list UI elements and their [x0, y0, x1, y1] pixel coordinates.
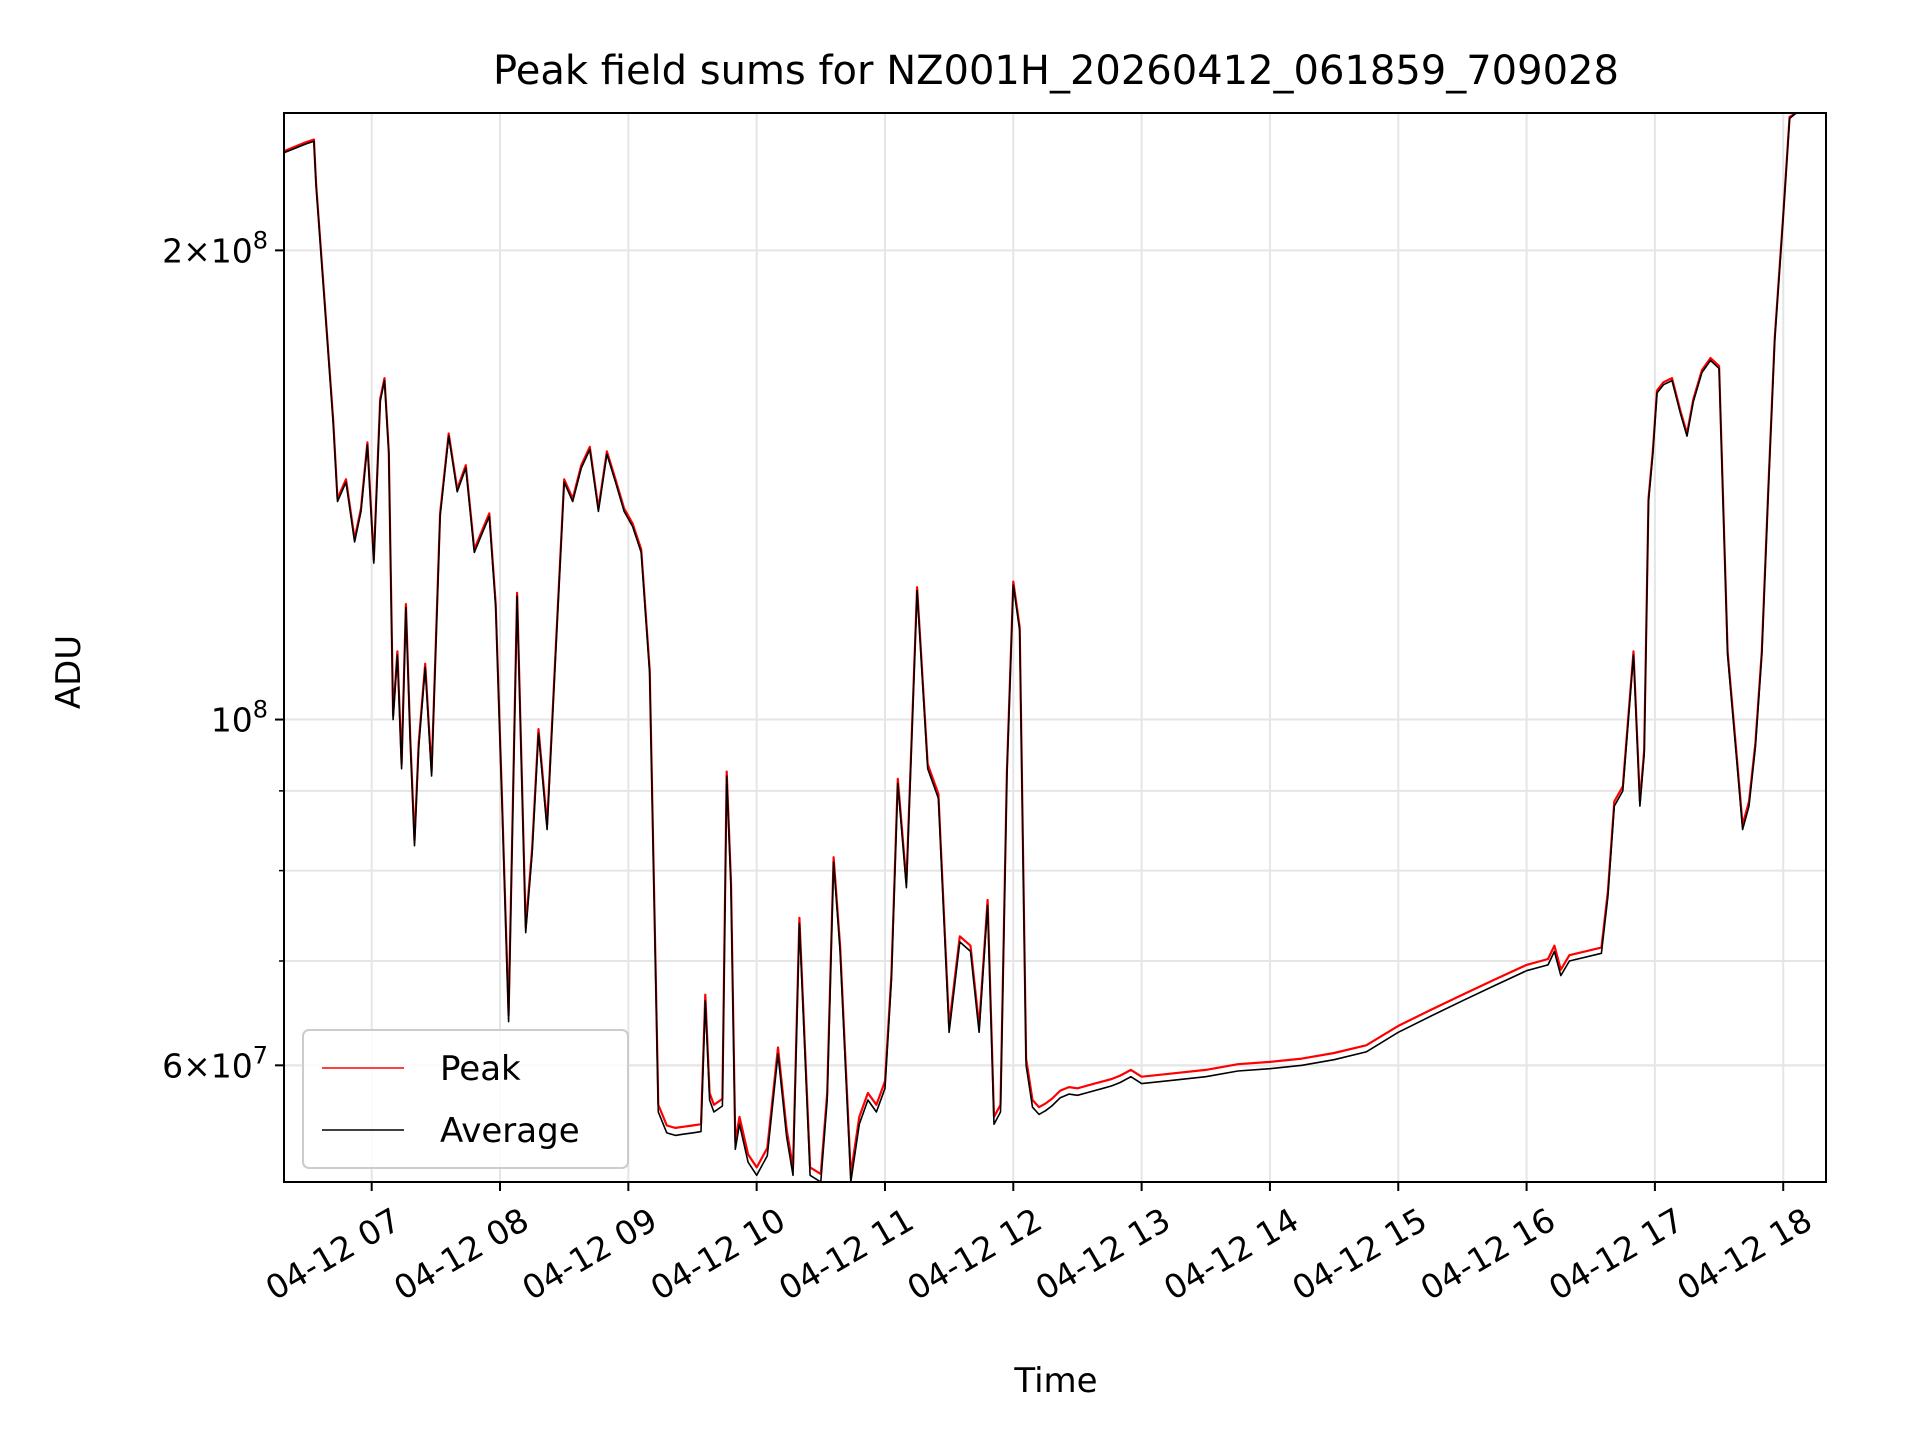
y-axis-ticks: 6×107 108 2×108 — [162, 226, 284, 1085]
y-tick-label: 6×107 — [162, 1041, 268, 1085]
series-line-average — [283, 112, 1797, 1183]
x-tick-label: 04-12 09 — [516, 1200, 664, 1308]
x-tick-label: 04-12 11 — [772, 1200, 920, 1308]
legend-box — [302, 1029, 629, 1169]
legend-label-peak: Peak — [440, 1049, 521, 1089]
plot-frame — [283, 112, 1827, 1183]
x-tick-label: 04-12 16 — [1414, 1200, 1562, 1308]
x-tick-label: 04-12 12 — [900, 1200, 1048, 1308]
y-tick-label: 2×108 — [162, 226, 268, 270]
legend-label-average: Average — [440, 1111, 580, 1151]
y-tick-label: 108 — [211, 696, 268, 740]
x-tick-label: 04-12 10 — [644, 1200, 792, 1308]
series-layer — [283, 112, 1797, 1183]
axes — [283, 112, 1827, 1183]
x-tick-label: 04-12 14 — [1157, 1200, 1305, 1308]
y-axis-title: ADU — [49, 635, 89, 709]
x-tick-label: 04-12 17 — [1542, 1200, 1690, 1308]
x-tick-label: 04-12 15 — [1285, 1200, 1433, 1308]
x-tick-label: 04-12 13 — [1029, 1200, 1177, 1308]
legend: Peak Average — [302, 1029, 629, 1169]
x-tick-label: 04-12 07 — [259, 1200, 407, 1308]
x-axis-title: Time — [1013, 1361, 1097, 1401]
x-tick-label: 04-12 18 — [1670, 1200, 1818, 1308]
x-tick-label: 04-12 08 — [387, 1200, 535, 1308]
series-line-peak — [283, 112, 1797, 1176]
chart-title: Peak field sums for NZ001H_20260412_0618… — [493, 48, 1619, 94]
